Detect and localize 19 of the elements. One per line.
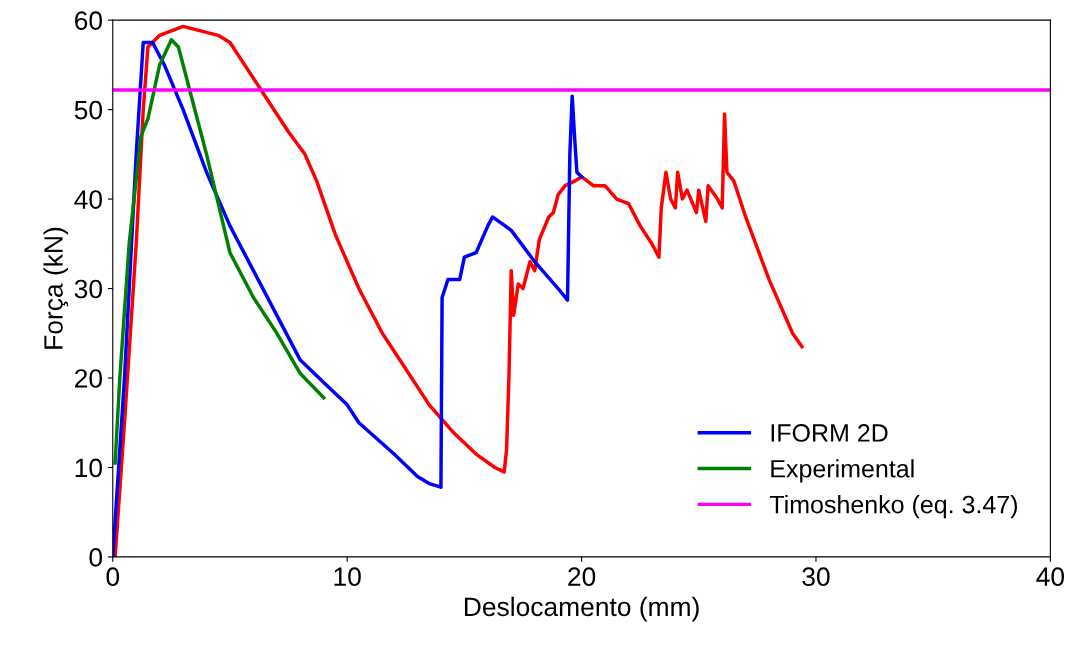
y-tick-label: 60 <box>75 11 103 30</box>
x-axis-title: Deslocamento (mm) <box>464 596 699 622</box>
y-tick-label: 50 <box>74 100 103 120</box>
legend-label: Experimental <box>771 459 914 483</box>
y-tick-label: 20 <box>75 369 103 388</box>
legend-label: Timoshenko (eq. 3.47) <box>769 495 1017 519</box>
y-tick-label: 0 <box>89 548 103 567</box>
y-tick-label: 30 <box>74 279 103 299</box>
x-tick-label: 40 <box>1036 567 1065 587</box>
x-tick-label: 10 <box>334 567 361 587</box>
x-tick-label: 30 <box>802 567 830 587</box>
x-tick-label: 20 <box>568 567 596 587</box>
y-tick-label: 10 <box>75 458 103 478</box>
x-tick-label: 0 <box>106 567 120 587</box>
legend-label: IFORM 2D <box>771 424 888 442</box>
line-series <box>113 38 326 465</box>
line-series <box>112 40 584 557</box>
y-tick-label: 40 <box>74 190 103 209</box>
y-axis-title: Força (kN) <box>43 227 69 349</box>
